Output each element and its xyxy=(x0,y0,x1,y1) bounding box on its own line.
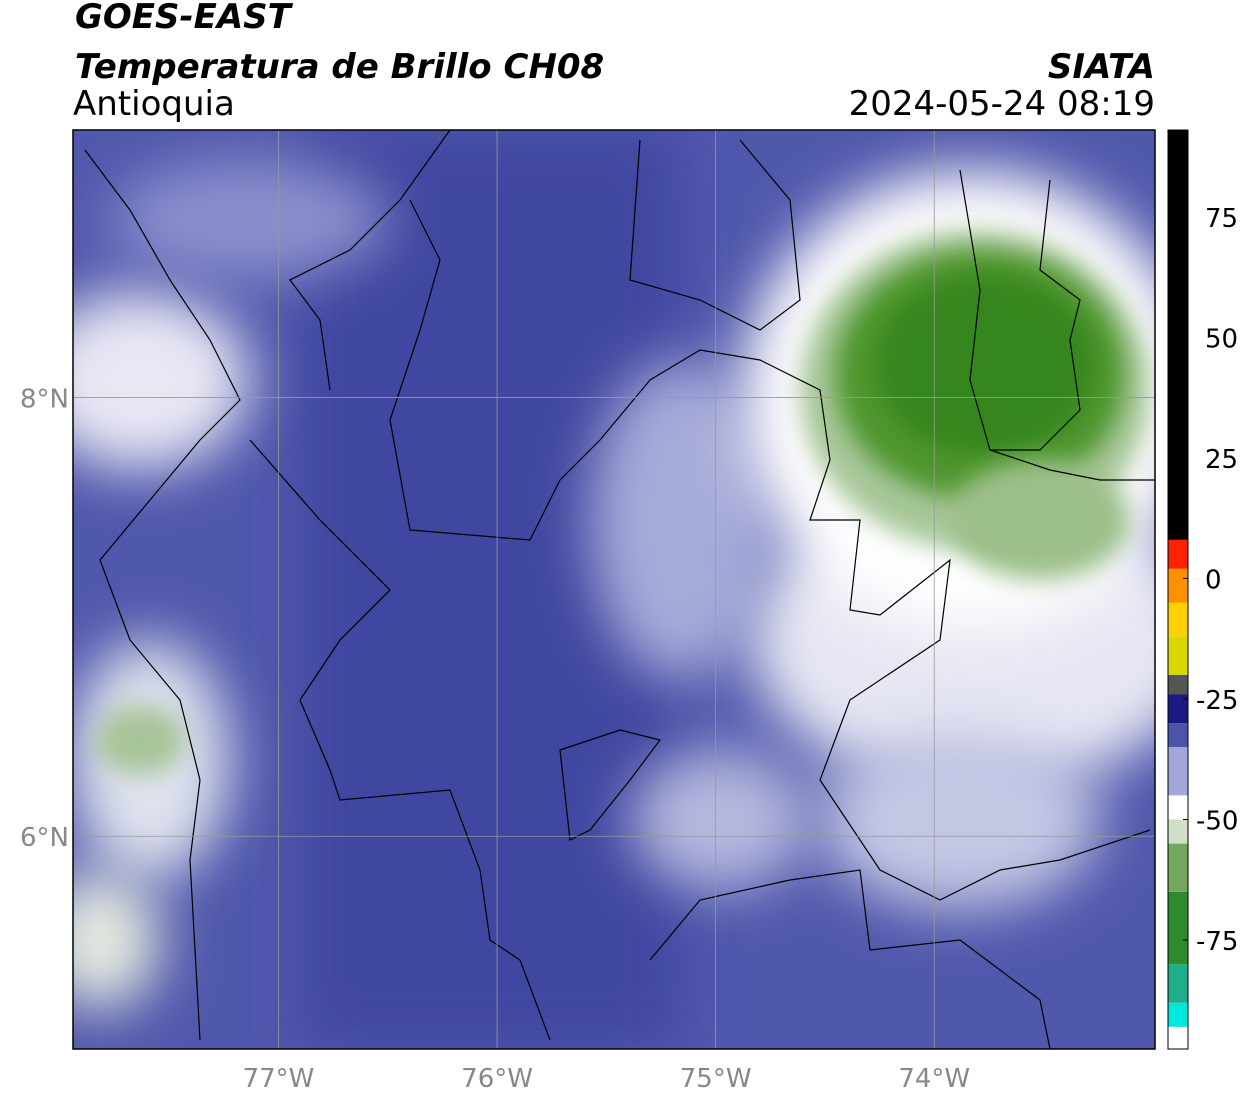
colorbar-band xyxy=(1168,795,1188,820)
colorbar-band xyxy=(1168,1026,1188,1049)
subtitle: Temperatura de Brillo CH08 xyxy=(75,47,604,87)
colorbar-band xyxy=(1168,130,1188,540)
colorbar-band xyxy=(1168,819,1188,844)
colorbar-tick-label: 75 xyxy=(1205,204,1238,234)
title: GOES-EAST xyxy=(75,0,294,37)
colorbar-tick-label: 25 xyxy=(1205,445,1238,475)
colorbar-band xyxy=(1168,674,1188,695)
colorbar-tick-label: -75 xyxy=(1196,927,1238,957)
colorbar-band xyxy=(1168,723,1188,748)
colorbar-band xyxy=(1168,694,1188,724)
colorbar-band xyxy=(1168,539,1188,569)
x-tick-label: 76°W xyxy=(461,1064,533,1094)
colorbar-band xyxy=(1168,602,1188,637)
region: Antioquia xyxy=(73,84,235,124)
colorbar-band xyxy=(1168,568,1188,603)
map-image xyxy=(73,130,1155,1049)
colorbar-frame xyxy=(1167,129,1189,1050)
x-tick-label: 74°W xyxy=(898,1064,970,1094)
colorbar-band xyxy=(1168,1002,1188,1027)
colorbar-tick-label: 0 xyxy=(1205,565,1222,595)
x-tick-label: 75°W xyxy=(680,1064,752,1094)
x-tick-label: 77°W xyxy=(243,1064,315,1094)
colorbar-band xyxy=(1168,891,1188,965)
y-tick-label: 6°N xyxy=(20,823,69,853)
colorbar-band xyxy=(1168,843,1188,892)
colorbar-tick-label: -50 xyxy=(1196,806,1238,836)
map-frame xyxy=(72,129,1156,1050)
colorbar-band xyxy=(1168,964,1188,1003)
colorbar-tick-label: -25 xyxy=(1196,686,1238,716)
colorbar-band xyxy=(1168,636,1188,675)
colorbar-tick-label: 50 xyxy=(1205,324,1238,354)
timestamp: 2024-05-24 08:19 xyxy=(849,84,1155,124)
y-tick-label: 8°N xyxy=(20,385,69,415)
colorbar-band xyxy=(1168,747,1188,796)
source: SIATA xyxy=(1048,47,1155,87)
